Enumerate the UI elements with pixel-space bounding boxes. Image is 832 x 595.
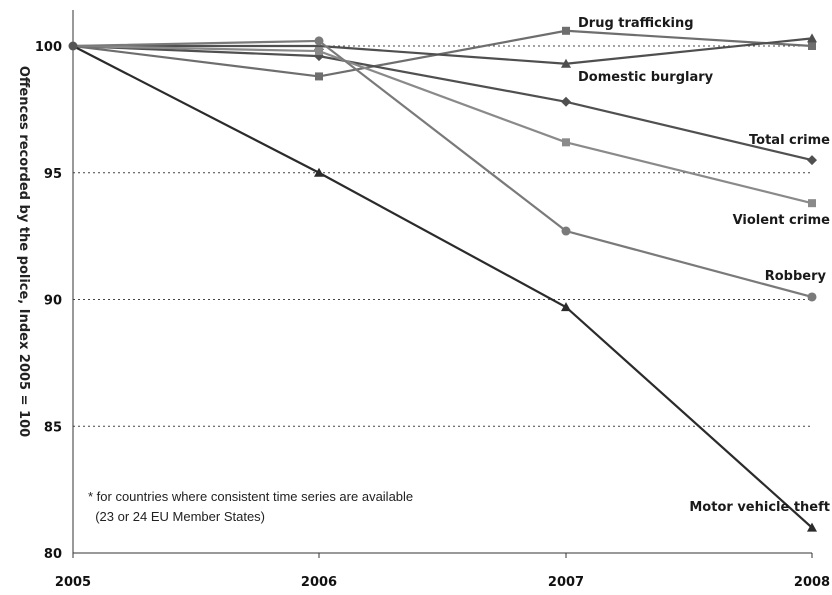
y-tick-label-85: 85 bbox=[44, 420, 62, 435]
series-line-drug-trafficking bbox=[72, 29, 813, 78]
series-label-violent-crime: Violent crime bbox=[733, 213, 831, 228]
data-point-origin-2005 bbox=[68, 41, 78, 51]
data-point-violent-crime-2007 bbox=[562, 138, 570, 147]
series-line-total-crime bbox=[72, 44, 813, 162]
data-point-motor-vehicle-theft-2007 bbox=[561, 302, 571, 312]
series-label-motor-vehicle-theft: Motor vehicle theft bbox=[689, 500, 830, 515]
y-tick-label-80: 80 bbox=[44, 547, 62, 562]
data-point-domestic-burglary-2008 bbox=[807, 33, 817, 43]
data-point-violent-crime-2008 bbox=[808, 199, 816, 208]
series-label-domestic-burglary: Domestic burglary bbox=[578, 70, 714, 85]
y-axis-title: Offences recorded by the police, Index 2… bbox=[16, 66, 31, 437]
data-point-drug-trafficking-2006 bbox=[315, 72, 323, 81]
data-point-violent-crime-2006 bbox=[315, 47, 323, 56]
series-label-robbery: Robbery bbox=[765, 269, 827, 284]
data-point-drug-trafficking-2007 bbox=[562, 26, 570, 35]
x-tick-label-2007: 2007 bbox=[548, 575, 584, 590]
data-point-motor-vehicle-theft-2006 bbox=[314, 167, 324, 177]
data-point-domestic-burglary-2007 bbox=[561, 58, 571, 68]
series-label-drug-trafficking: Drug trafficking bbox=[578, 16, 694, 31]
data-point-robbery-2006 bbox=[314, 36, 324, 46]
series-label-total-crime: Total crime bbox=[749, 133, 830, 148]
footnote: * for countries where consistent time se… bbox=[88, 489, 414, 524]
data-point-total-crime-2008 bbox=[807, 155, 817, 166]
x-tick-label-2006: 2006 bbox=[301, 575, 337, 590]
x-tick-label-2005: 2005 bbox=[55, 575, 91, 590]
series-line-motor-vehicle-theft bbox=[72, 45, 813, 529]
series-line-domestic-burglary bbox=[73, 37, 813, 65]
data-point-motor-vehicle-theft-2008 bbox=[807, 522, 817, 532]
data-point-drug-trafficking-2008 bbox=[808, 42, 816, 50]
y-tick-label-95: 95 bbox=[44, 167, 62, 182]
x-tick-label-2008: 2008 bbox=[794, 575, 830, 590]
data-point-robbery-2008 bbox=[807, 292, 817, 302]
y-tick-label-100: 100 bbox=[35, 40, 62, 55]
series-line-violent-crime bbox=[72, 44, 813, 205]
data-point-total-crime-2007 bbox=[561, 96, 571, 107]
y-tick-label-90: 90 bbox=[44, 294, 62, 309]
series-line-robbery bbox=[72, 39, 813, 299]
data-point-robbery-2007 bbox=[561, 226, 571, 236]
